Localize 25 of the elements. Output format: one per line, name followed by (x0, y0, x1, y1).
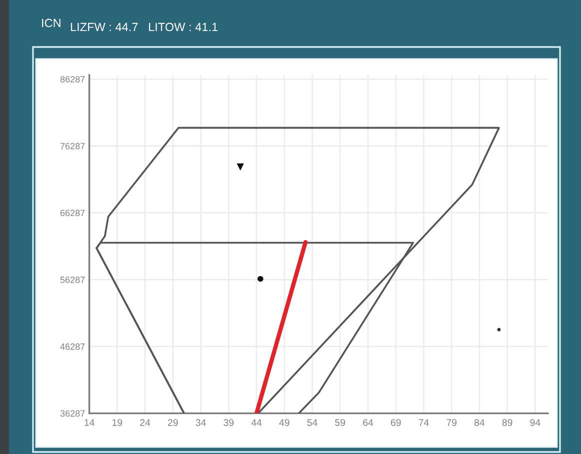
x-tick-label: 94 (530, 419, 540, 426)
x-tick-label: 74 (418, 419, 429, 426)
x-tick-label: 39 (224, 419, 234, 426)
y-tick-label: 86287 (60, 76, 85, 82)
x-tick-label: 79 (446, 419, 457, 426)
x-tick-label: 84 (474, 419, 485, 426)
x-tick-label: 49 (279, 419, 290, 426)
y-tick-label: 56287 (60, 276, 85, 283)
x-tick-label: 29 (168, 419, 178, 426)
x-tick-label: 64 (363, 419, 374, 426)
x-tick-label: 24 (140, 419, 150, 426)
y-tick-label: 46287 (60, 343, 85, 350)
x-tick-label: 89 (502, 419, 512, 426)
x-tick-label: 19 (112, 419, 122, 426)
x-tick-label: 69 (390, 419, 401, 426)
chart-title: ICN (42, 18, 60, 28)
x-tick-label: 14 (84, 419, 94, 426)
y-tick-label: 36287 (60, 410, 85, 417)
y-tick-label: 76287 (60, 142, 85, 150)
x-tick-label: 44 (251, 419, 262, 426)
x-tick-label: 54 (307, 419, 318, 426)
x-tick-label: 59 (335, 419, 346, 426)
y-tick-label: 66287 (60, 210, 85, 216)
x-tick-label: 34 (196, 419, 206, 426)
chart-subtitle: LIZFW : 44.7 LITOW : 41.1 (70, 22, 218, 32)
